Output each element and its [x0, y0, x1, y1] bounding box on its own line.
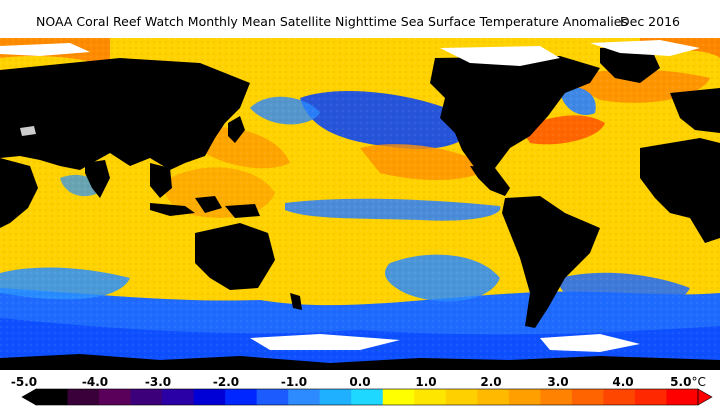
colorbar-tick-label: 0.0: [349, 375, 371, 389]
colorbar-segment: [477, 389, 510, 405]
colorbar-tick-label: 3.0: [547, 375, 569, 389]
colorbar-segment: [445, 389, 478, 405]
land-greenland: [600, 46, 660, 83]
colorbar-tick-label: 1.0: [415, 375, 437, 389]
land-indonesia-2: [195, 196, 222, 213]
land-central-america: [470, 166, 510, 196]
colorbar-arrow-low: [21, 388, 37, 406]
colorbar-segment: [508, 389, 541, 405]
colorbar-tick-label: -3.0: [144, 375, 172, 389]
colorbar-segment: [225, 389, 258, 405]
colorbar-segment: [603, 389, 636, 405]
land-new-guinea: [225, 204, 260, 218]
land-eurasia: [0, 58, 250, 170]
land-australia: [195, 223, 275, 290]
colorbar-tick-label: 2.0: [480, 375, 502, 389]
land-masses: [0, 46, 720, 370]
colorbar-tick-label: -2.0: [212, 375, 240, 389]
map-svg: [0, 38, 720, 370]
colorbar-segment: [99, 389, 132, 405]
colorbar: [21, 388, 713, 406]
colorbar-unit-label: °C: [691, 375, 706, 389]
world-map: [0, 38, 720, 370]
map-title: NOAA Coral Reef Watch Monthly Mean Satel…: [0, 14, 720, 74]
colorbar-segment: [288, 389, 321, 405]
land-europe: [670, 88, 720, 133]
colorbar-segment: [319, 389, 352, 405]
colorbar-arrow-high: [697, 388, 713, 406]
land-japan: [228, 116, 245, 143]
sea-ice: [0, 40, 700, 352]
land-new-zealand: [290, 293, 302, 310]
colorbar-segment: [382, 389, 415, 405]
colorbar-segment: [666, 389, 699, 405]
colorbar-tick-label: -1.0: [280, 375, 308, 389]
land-north-america: [430, 56, 600, 168]
colorbar-outline: [35, 388, 699, 406]
land-south-america: [502, 196, 600, 328]
colorbar-tick-label: 5.0°C: [670, 375, 706, 389]
land-indochina: [150, 163, 172, 198]
colorbar-tick-label: 4.0: [612, 375, 634, 389]
colorbar-segment: [634, 389, 667, 405]
map-date-label: Dec 2016: [620, 14, 680, 29]
colorbar-tick-label: -4.0: [81, 375, 109, 389]
colorbar-segment: [414, 389, 447, 405]
land-india: [85, 160, 110, 198]
colorbar-segment: [67, 389, 100, 405]
colorbar-segment: [256, 389, 289, 405]
colorbar-segment: [193, 389, 226, 405]
land-africa-west: [640, 138, 720, 243]
land-africa-east: [0, 158, 38, 228]
colorbar-segment: [351, 389, 384, 405]
colorbar-segment: [540, 389, 573, 405]
colorbar-segment: [36, 389, 69, 405]
colorbar-segment: [571, 389, 604, 405]
colorbar-legend: -5.0 -4.0 -3.0 -2.0 -1.0 0.0 1.0 2.0 3.0 4.0 5.0°C: [0, 372, 720, 411]
land-antarctica: [0, 354, 720, 370]
map-title-text: NOAA Coral Reef Watch Monthly Mean Satel…: [36, 14, 628, 29]
colorbar-segment: [130, 389, 163, 405]
colorbar-segment: [162, 389, 195, 405]
land-indonesia-1: [150, 203, 195, 216]
colorbar-tick-label: -5.0: [10, 375, 38, 389]
